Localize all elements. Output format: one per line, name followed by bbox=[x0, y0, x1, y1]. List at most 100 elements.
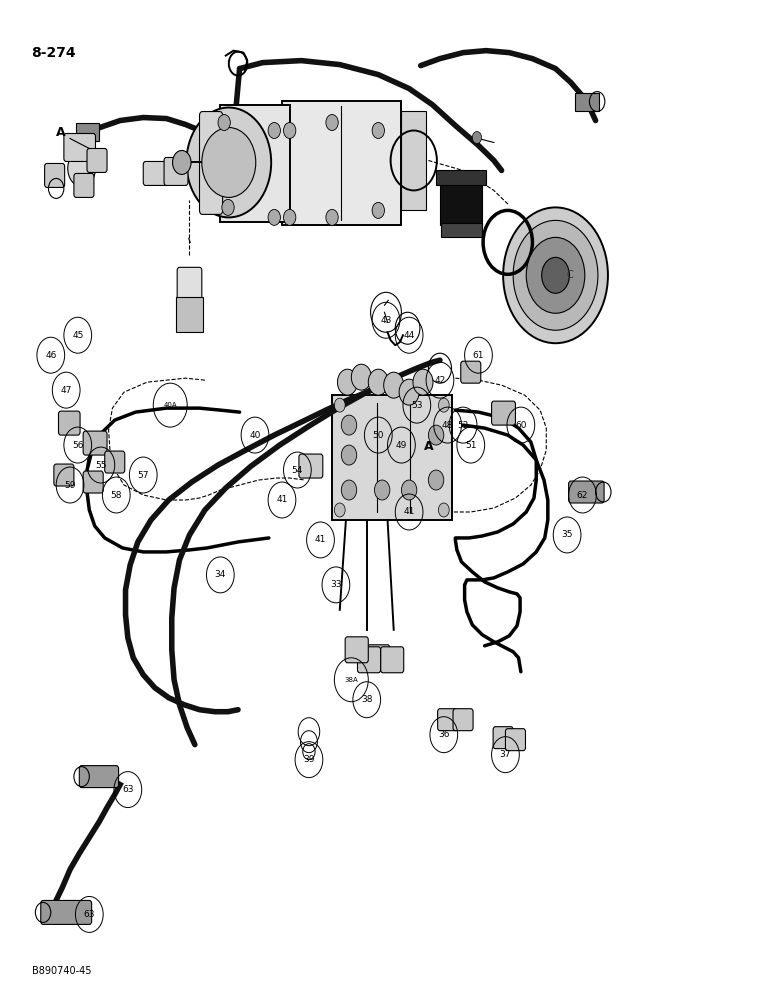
Circle shape bbox=[368, 369, 388, 395]
Circle shape bbox=[326, 115, 338, 131]
Text: 56: 56 bbox=[72, 441, 83, 450]
Circle shape bbox=[374, 480, 390, 500]
Text: 33: 33 bbox=[330, 580, 342, 589]
FancyBboxPatch shape bbox=[54, 464, 74, 486]
FancyBboxPatch shape bbox=[41, 900, 92, 924]
Text: 50: 50 bbox=[373, 431, 384, 440]
FancyBboxPatch shape bbox=[105, 451, 125, 473]
FancyBboxPatch shape bbox=[345, 637, 368, 663]
FancyBboxPatch shape bbox=[332, 395, 452, 520]
FancyBboxPatch shape bbox=[59, 411, 80, 435]
FancyBboxPatch shape bbox=[83, 471, 103, 493]
Circle shape bbox=[542, 257, 570, 293]
FancyBboxPatch shape bbox=[357, 647, 381, 673]
FancyBboxPatch shape bbox=[506, 729, 526, 751]
Circle shape bbox=[218, 115, 230, 131]
FancyBboxPatch shape bbox=[569, 481, 604, 503]
FancyBboxPatch shape bbox=[453, 709, 473, 731]
FancyBboxPatch shape bbox=[83, 431, 107, 455]
Text: 40: 40 bbox=[249, 431, 261, 440]
Text: B890740-45: B890740-45 bbox=[32, 966, 91, 976]
Text: 40A: 40A bbox=[164, 402, 177, 408]
Circle shape bbox=[399, 379, 419, 405]
FancyBboxPatch shape bbox=[461, 361, 481, 383]
Circle shape bbox=[326, 209, 338, 225]
FancyBboxPatch shape bbox=[87, 148, 107, 172]
Text: 55: 55 bbox=[95, 461, 107, 470]
Circle shape bbox=[334, 398, 345, 412]
Text: 36: 36 bbox=[438, 730, 449, 739]
Circle shape bbox=[372, 123, 384, 139]
Text: 59: 59 bbox=[64, 481, 76, 490]
FancyBboxPatch shape bbox=[367, 645, 390, 671]
Text: A: A bbox=[56, 126, 66, 139]
FancyBboxPatch shape bbox=[164, 157, 188, 185]
Text: 51: 51 bbox=[465, 441, 476, 450]
Circle shape bbox=[413, 369, 433, 395]
Circle shape bbox=[341, 445, 357, 465]
Text: 52: 52 bbox=[457, 421, 469, 430]
Text: A: A bbox=[424, 440, 433, 453]
Circle shape bbox=[341, 415, 357, 435]
FancyBboxPatch shape bbox=[442, 223, 482, 237]
Circle shape bbox=[222, 199, 234, 215]
Circle shape bbox=[472, 132, 482, 143]
Text: 47: 47 bbox=[60, 386, 72, 395]
FancyBboxPatch shape bbox=[45, 163, 65, 187]
Text: 41: 41 bbox=[404, 507, 415, 516]
Circle shape bbox=[172, 150, 191, 174]
FancyBboxPatch shape bbox=[74, 173, 94, 197]
Text: 53: 53 bbox=[411, 401, 422, 410]
FancyBboxPatch shape bbox=[177, 267, 201, 303]
Circle shape bbox=[268, 123, 280, 139]
Circle shape bbox=[428, 470, 444, 490]
FancyBboxPatch shape bbox=[440, 180, 482, 225]
Text: 63: 63 bbox=[83, 910, 95, 919]
Text: 35: 35 bbox=[561, 530, 573, 539]
Text: 8-274: 8-274 bbox=[32, 46, 76, 60]
FancyBboxPatch shape bbox=[282, 101, 401, 225]
Text: 41: 41 bbox=[315, 535, 327, 544]
Text: 42: 42 bbox=[435, 376, 445, 385]
Text: 38: 38 bbox=[361, 695, 372, 704]
FancyBboxPatch shape bbox=[64, 134, 96, 161]
Text: 45: 45 bbox=[72, 331, 83, 340]
Text: 34: 34 bbox=[215, 570, 226, 579]
Text: 44: 44 bbox=[404, 331, 415, 340]
Text: 62: 62 bbox=[577, 491, 588, 500]
FancyBboxPatch shape bbox=[220, 105, 290, 222]
FancyBboxPatch shape bbox=[493, 727, 513, 749]
FancyBboxPatch shape bbox=[381, 647, 404, 673]
Text: 43: 43 bbox=[381, 316, 391, 325]
FancyBboxPatch shape bbox=[492, 401, 516, 425]
Text: 61: 61 bbox=[472, 351, 484, 360]
Circle shape bbox=[201, 128, 256, 197]
Circle shape bbox=[351, 364, 371, 390]
Circle shape bbox=[337, 369, 357, 395]
FancyBboxPatch shape bbox=[144, 161, 170, 185]
FancyBboxPatch shape bbox=[401, 111, 426, 210]
Text: 41: 41 bbox=[276, 495, 288, 504]
Circle shape bbox=[372, 202, 384, 218]
Circle shape bbox=[283, 209, 296, 225]
FancyBboxPatch shape bbox=[76, 123, 100, 140]
Circle shape bbox=[401, 480, 417, 500]
Text: 37: 37 bbox=[499, 750, 511, 759]
Circle shape bbox=[527, 237, 585, 313]
FancyBboxPatch shape bbox=[575, 93, 600, 111]
FancyBboxPatch shape bbox=[199, 112, 222, 214]
Circle shape bbox=[334, 503, 345, 517]
Circle shape bbox=[68, 150, 96, 186]
Text: 63: 63 bbox=[122, 785, 134, 794]
Circle shape bbox=[283, 123, 296, 139]
Circle shape bbox=[268, 209, 280, 225]
Text: 49: 49 bbox=[396, 441, 407, 450]
Circle shape bbox=[513, 220, 598, 330]
FancyBboxPatch shape bbox=[438, 709, 458, 731]
Text: C: C bbox=[566, 270, 573, 280]
FancyBboxPatch shape bbox=[176, 297, 202, 332]
Text: 38A: 38A bbox=[344, 677, 358, 683]
Text: 54: 54 bbox=[292, 466, 303, 475]
Text: 39: 39 bbox=[303, 755, 315, 764]
FancyBboxPatch shape bbox=[436, 170, 486, 185]
